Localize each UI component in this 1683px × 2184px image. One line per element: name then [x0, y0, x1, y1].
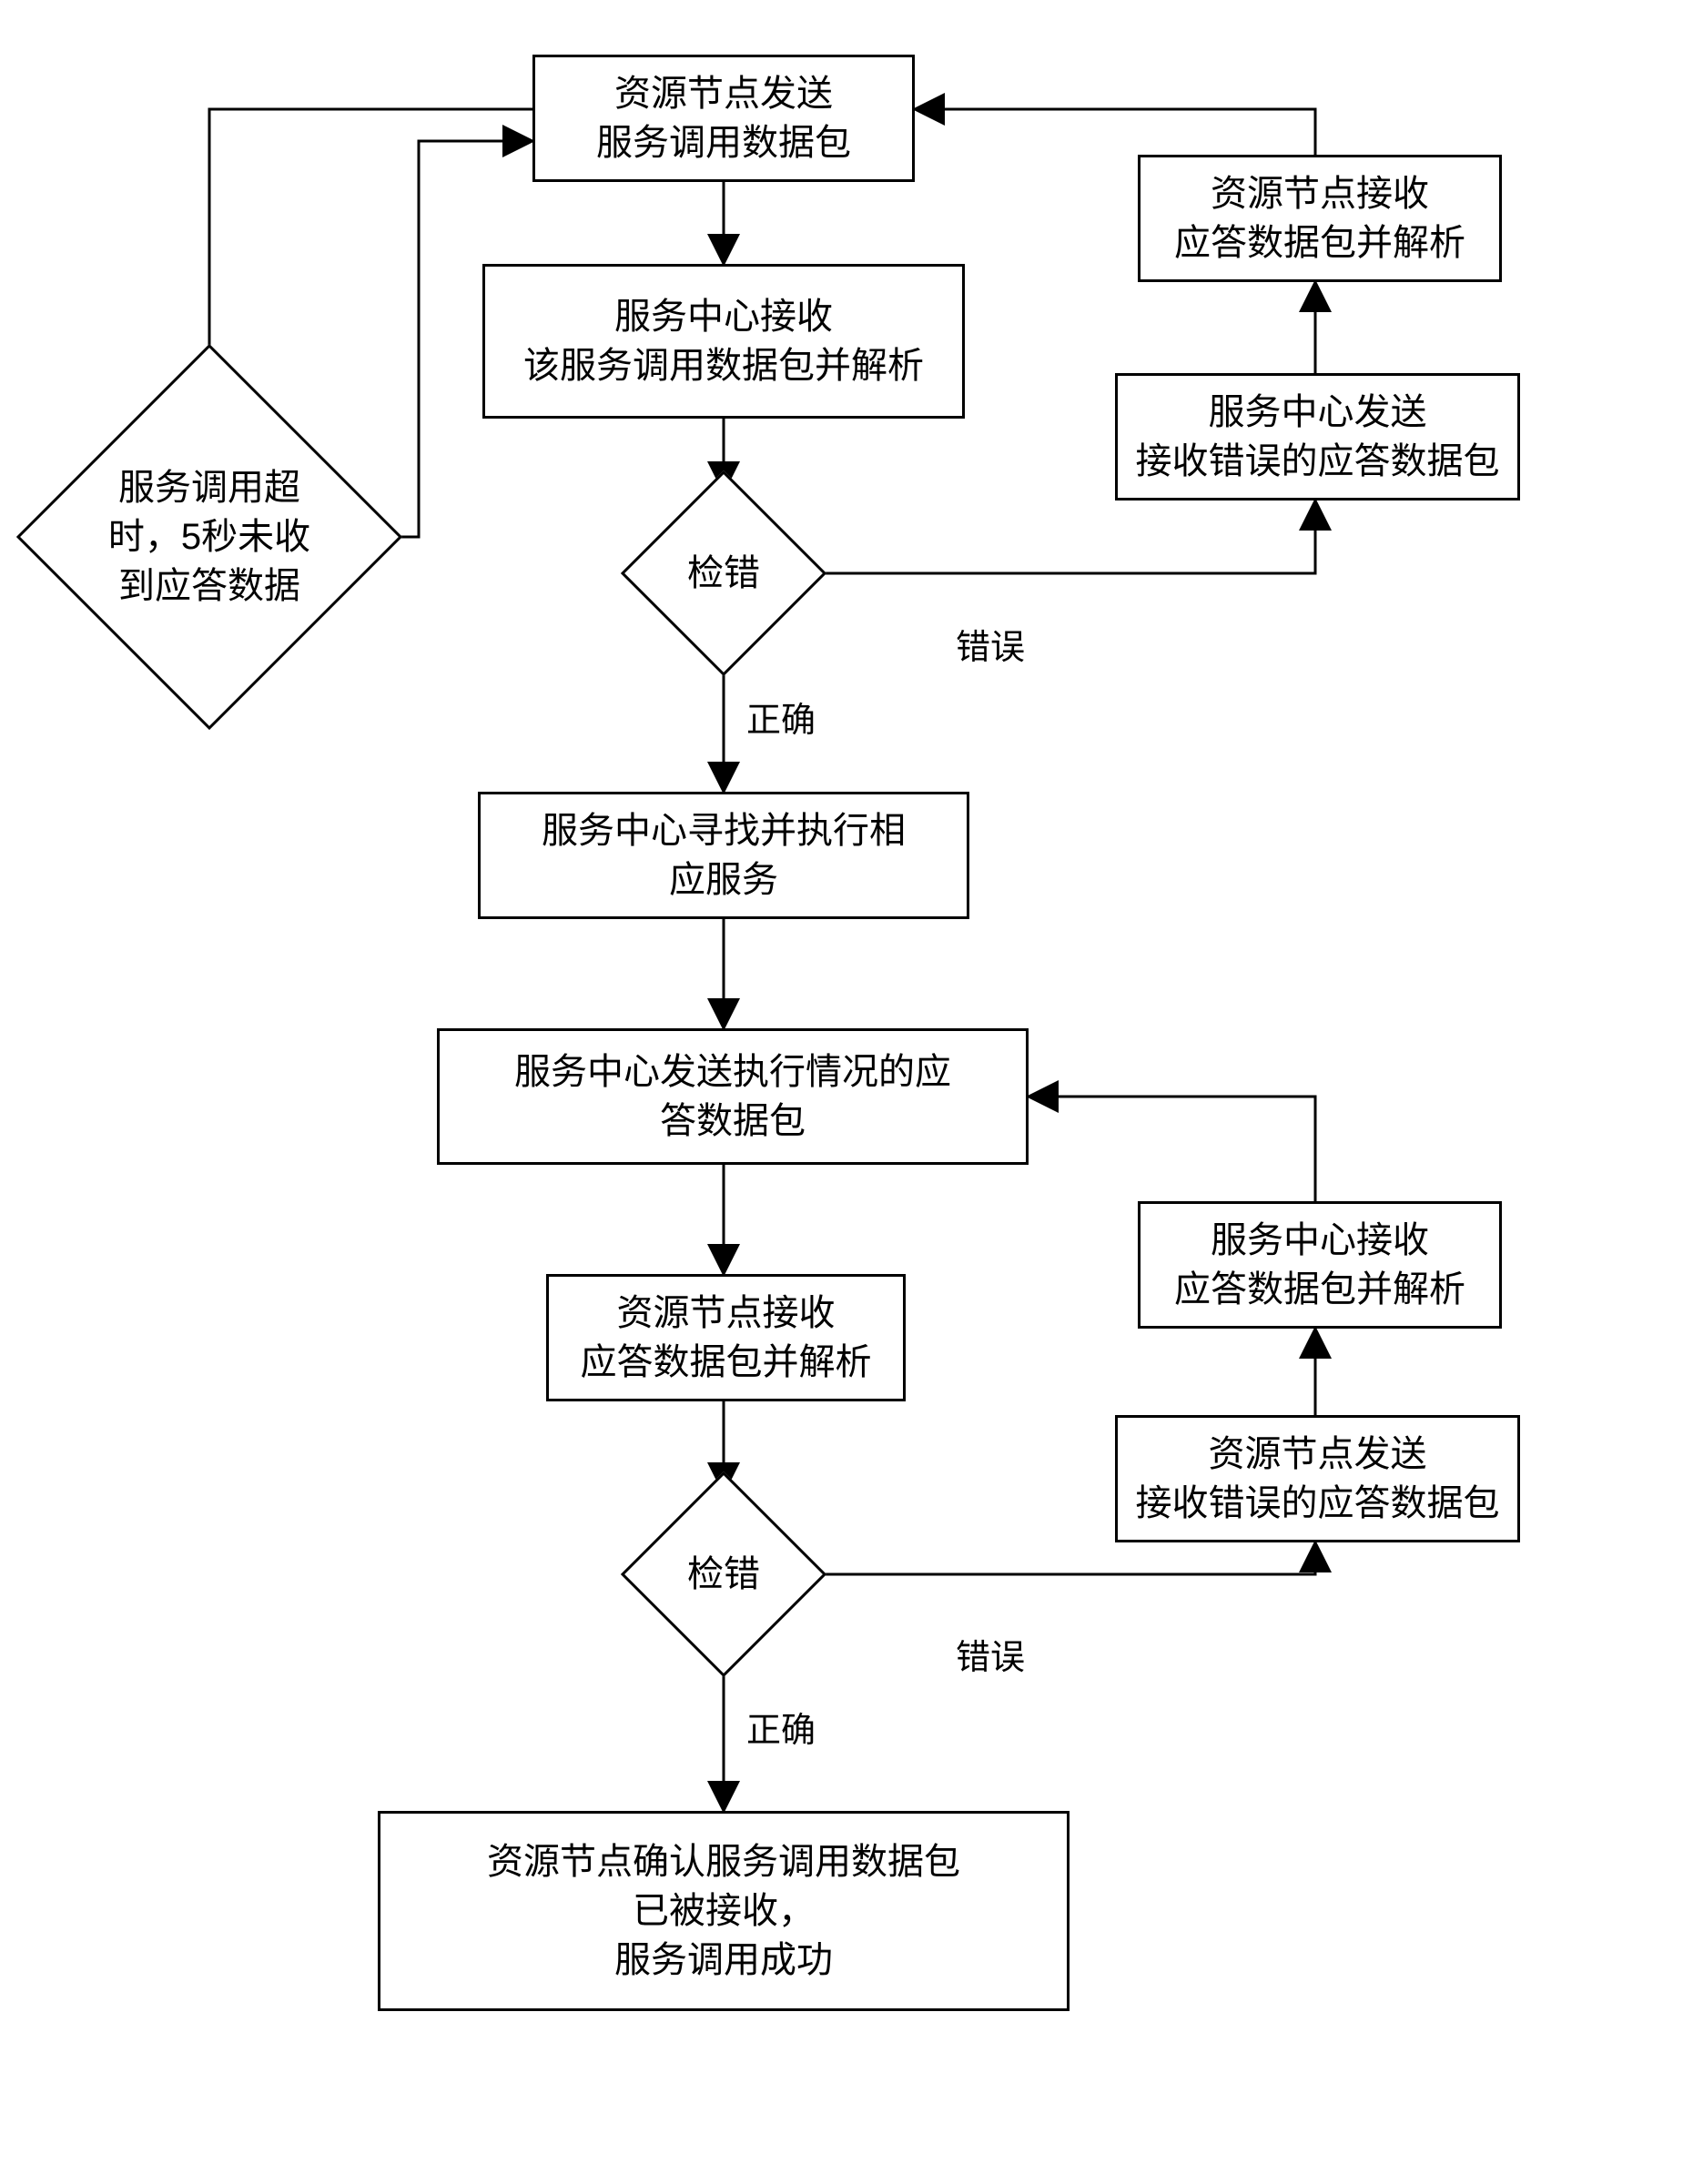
label-error-2: 错误 [956, 1629, 1025, 1679]
label-correct-2: 正确 [746, 1702, 816, 1752]
node-resource-receive-2: 资源节点接收应答数据包并解析 [546, 1274, 906, 1401]
node-resource-recv-error: 资源节点接收应答数据包并解析 [1138, 155, 1502, 282]
label-correct-1: 正确 [746, 692, 816, 742]
node-center-execute: 服务中心寻找并执行相应服务 [478, 792, 969, 919]
node-resource-send-error: 资源节点发送接收错误的应答数据包 [1115, 1415, 1520, 1542]
node-center-send-result: 服务中心发送执行情况的应答数据包 [437, 1028, 1029, 1165]
node-center-recv-error: 服务中心接收应答数据包并解析 [1138, 1201, 1502, 1329]
decision-check-2: 检错 [651, 1502, 796, 1647]
label-error-1: 错误 [956, 619, 1025, 669]
node-success: 资源节点确认服务调用数据包已被接收，服务调用成功 [378, 1811, 1070, 2011]
node-center-receive: 服务中心接收该服务调用数据包并解析 [482, 264, 965, 419]
node-send-request: 资源节点发送服务调用数据包 [532, 55, 915, 182]
decision-timeout: 服务调用超时，5秒未收到应答数据 [73, 400, 346, 673]
node-center-send-error: 服务中心发送接收错误的应答数据包 [1115, 373, 1520, 500]
decision-check-1: 检错 [651, 500, 796, 646]
